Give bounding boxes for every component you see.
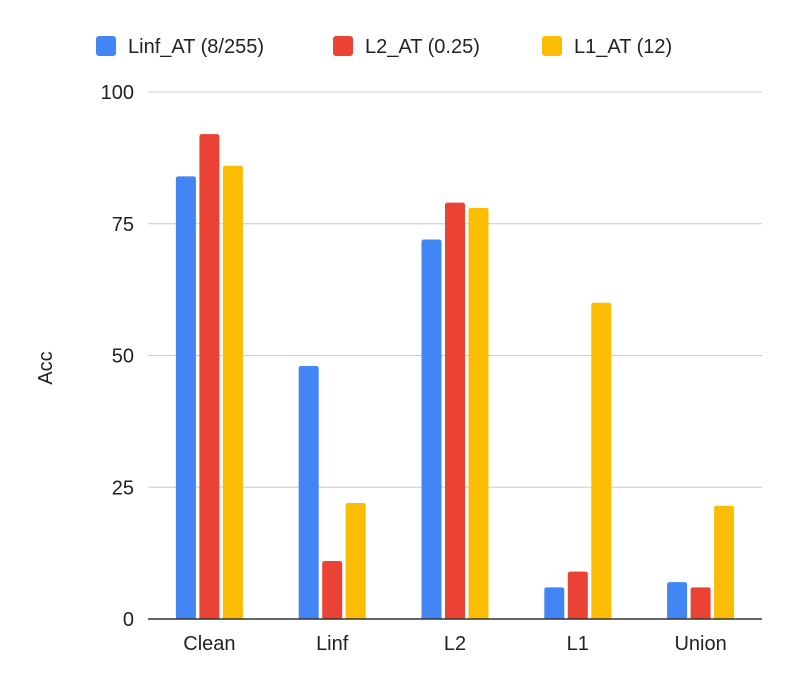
bar-clean-series-2 <box>199 134 220 619</box>
x-tick-label: Union <box>674 633 726 655</box>
bar-clean-series-1 <box>175 176 196 619</box>
x-tick-label: L2 <box>444 633 466 655</box>
y-tick-label: 50 <box>112 346 134 368</box>
bar-union-series-3 <box>714 505 735 619</box>
legend: Linf_AT (8/255) L2_AT (0.25) L1_AT (12) <box>96 36 672 58</box>
y-tick-label: 100 <box>101 82 134 104</box>
bar-linf-series-1 <box>298 366 319 619</box>
bar-l1-series-1 <box>544 587 565 619</box>
x-tick-label: Linf <box>316 633 349 655</box>
legend-label-3: L1_AT (12) <box>574 36 672 58</box>
legend-swatch-2 <box>333 36 353 56</box>
bar-linf-series-2 <box>322 561 343 619</box>
y-tick-label: 25 <box>112 477 134 499</box>
bar-union-series-2 <box>690 587 711 619</box>
bar-l1-series-3 <box>591 302 612 619</box>
y-axis-title: Acc <box>35 351 57 384</box>
legend-swatch-1 <box>96 36 116 56</box>
bars <box>175 134 735 620</box>
legend-label-2: L2_AT (0.25) <box>365 36 480 58</box>
y-axis-ticks: 0 25 50 75 100 <box>101 82 134 631</box>
bar-l1-series-2 <box>567 571 588 619</box>
x-axis-ticks: Clean Linf L2 L1 Union <box>183 633 726 655</box>
bar-l2-series-1 <box>421 239 442 619</box>
x-tick-label: L1 <box>567 633 589 655</box>
bar-l2-series-2 <box>445 202 465 620</box>
bar-linf-series-3 <box>345 503 366 619</box>
bar-union-series-1 <box>667 582 688 619</box>
legend-label-1: Linf_AT (8/255) <box>128 36 264 58</box>
y-tick-label: 0 <box>123 609 134 631</box>
bar-l2-series-3 <box>468 207 489 619</box>
x-tick-label: Clean <box>183 633 235 655</box>
legend-swatch-3 <box>542 36 562 56</box>
bar-clean-series-3 <box>222 165 243 619</box>
y-tick-label: 75 <box>112 214 134 236</box>
